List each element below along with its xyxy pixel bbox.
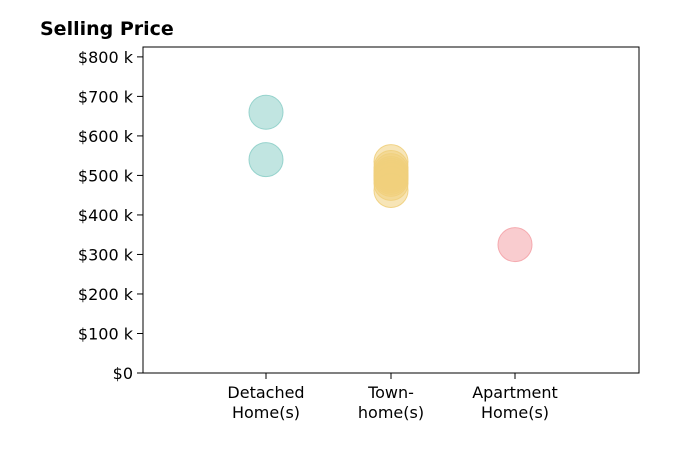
x-tick-label-line: Town- — [367, 383, 414, 402]
y-tick-label: $800 k — [78, 48, 134, 67]
y-tick-label: $300 k — [78, 245, 134, 264]
data-point — [497, 227, 533, 263]
data-point — [248, 142, 284, 178]
y-tick-label: $200 k — [78, 285, 134, 304]
y-axis: $0 $100 k $200 k $300 k $400 k $500 k $600 k $7… — [78, 48, 143, 383]
y-tick-label: $400 k — [78, 206, 134, 225]
x-tick-label: Apartment Home(s) — [472, 383, 558, 422]
x-tick-label-line: Home(s) — [481, 403, 549, 422]
data-point — [373, 172, 409, 208]
plot-frame — [142, 46, 640, 374]
x-tick-label: Detached Home(s) — [227, 383, 304, 422]
y-tick-label: $500 k — [78, 166, 134, 185]
y-tick-label: $700 k — [78, 87, 134, 106]
y-tick-label: $100 k — [78, 324, 134, 343]
y-tick-label: $600 k — [78, 127, 134, 146]
x-axis: Detached Home(s)Town-home(s)Apartment Home… — [227, 373, 558, 422]
x-tick-label-line: Detached — [227, 383, 304, 402]
x-tick-label-line: home(s) — [358, 403, 424, 422]
data-point — [248, 94, 284, 130]
x-tick-label: Town-home(s) — [358, 383, 424, 422]
chart-marks — [248, 94, 533, 263]
x-tick-label-line: Apartment — [472, 383, 558, 402]
x-tick-label-line: Home(s) — [232, 403, 300, 422]
y-tick-label: $0 — [113, 364, 133, 383]
chart-title: Selling Price — [40, 18, 174, 40]
